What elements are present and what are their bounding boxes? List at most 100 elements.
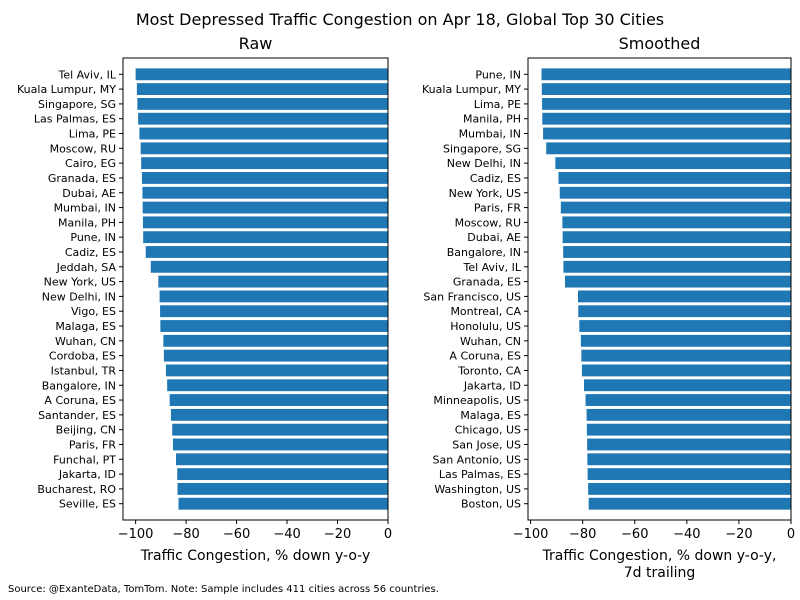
raw-xtick-label-2: −60 bbox=[223, 527, 250, 542]
smoothed-xlabel: Traffic Congestion, % down y-o-y, 7d trai… bbox=[542, 548, 777, 581]
smoothed-category-label-26: San Antonio, US bbox=[432, 453, 521, 466]
smoothed-xtick-label-1: −80 bbox=[569, 527, 596, 542]
raw-bar-8 bbox=[142, 186, 388, 199]
smoothed-bar-0 bbox=[541, 68, 791, 81]
smoothed-category-label-2: Lima, PE bbox=[474, 98, 521, 111]
raw-bar-26 bbox=[176, 453, 388, 466]
smoothed-category-label-22: Minneapolis, US bbox=[433, 394, 521, 407]
smoothed-bar-22 bbox=[585, 394, 791, 406]
raw-bar-20 bbox=[165, 364, 388, 377]
smoothed-bar-28 bbox=[588, 482, 791, 495]
raw-bar-11 bbox=[143, 231, 388, 244]
raw-bar-18 bbox=[163, 334, 388, 347]
smoothed-category-label-14: Granada, ES bbox=[453, 276, 521, 289]
raw-category-label-0: Tel Aviv, IL bbox=[58, 68, 117, 81]
smoothed-bar-24 bbox=[586, 423, 791, 436]
raw-category-label-7: Granada, ES bbox=[48, 172, 116, 185]
raw-category-label-24: Beijing, CN bbox=[56, 424, 116, 437]
raw-category-label-5: Moscow, RU bbox=[50, 142, 116, 155]
smoothed-category-label-13: Tel Aviv, IL bbox=[463, 261, 522, 274]
raw-bar-19 bbox=[163, 349, 388, 362]
smoothed-category-label-25: San Jose, US bbox=[452, 438, 521, 451]
raw-xtick-label-0: −100 bbox=[118, 527, 154, 542]
smoothed-category-label-7: Cadiz, ES bbox=[470, 172, 521, 185]
smoothed-bar-17 bbox=[579, 320, 791, 332]
raw-bar-22 bbox=[169, 394, 388, 406]
smoothed-xtick-label-0: −100 bbox=[513, 527, 549, 542]
raw-xlabel-line-0: Traffic Congestion, % down y-o-y bbox=[140, 548, 370, 564]
raw-category-label-22: A Coruna, ES bbox=[44, 394, 116, 407]
raw-category-label-23: Santander, ES bbox=[38, 409, 116, 422]
raw-bar-0 bbox=[135, 68, 388, 81]
raw-category-label-25: Paris, FR bbox=[69, 438, 117, 451]
raw-bar-9 bbox=[142, 201, 388, 214]
raw-bar-4 bbox=[139, 127, 388, 140]
smoothed-bar-9 bbox=[560, 201, 791, 214]
raw-category-label-8: Dubai, AE bbox=[62, 187, 116, 200]
smoothed-bar-4 bbox=[543, 127, 791, 140]
raw-category-label-20: Istanbul, TR bbox=[51, 364, 117, 377]
smoothed-bar-10 bbox=[562, 216, 791, 229]
smoothed-category-label-27: Las Palmas, ES bbox=[439, 468, 521, 481]
raw-category-label-11: Pune, IN bbox=[70, 231, 116, 244]
raw-bar-21 bbox=[167, 379, 388, 392]
smoothed-category-label-4: Mumbai, IN bbox=[459, 128, 521, 141]
raw-category-label-14: New York, US bbox=[44, 276, 116, 289]
smoothed-category-label-10: Moscow, RU bbox=[455, 216, 521, 229]
raw-category-label-15: New Delhi, IN bbox=[42, 290, 116, 303]
raw-category-label-27: Jakarta, ID bbox=[58, 468, 116, 481]
smoothed-bar-26 bbox=[587, 453, 791, 466]
raw-xtick-label-5: 0 bbox=[384, 527, 392, 542]
smoothed-bar-7 bbox=[558, 172, 791, 184]
raw-bar-2 bbox=[137, 97, 388, 110]
smoothed-axes-frame bbox=[527, 57, 792, 521]
smoothed-bar-25 bbox=[587, 438, 791, 451]
smoothed-xtick-label-3: −40 bbox=[673, 527, 700, 542]
raw-category-label-19: Cordoba, ES bbox=[49, 350, 116, 363]
smoothed-bar-5 bbox=[546, 142, 791, 155]
smoothed-category-label-18: Wuhan, CN bbox=[460, 335, 521, 348]
raw-category-label-16: Vigo, ES bbox=[71, 305, 116, 318]
smoothed-bar-27 bbox=[587, 468, 791, 481]
raw-category-label-13: Jeddah, SA bbox=[56, 261, 117, 274]
smoothed-xlabel-line-1: 7d trailing bbox=[624, 565, 696, 581]
smoothed-bar-16 bbox=[578, 305, 791, 318]
smoothed-bar-11 bbox=[562, 231, 791, 244]
raw-category-label-29: Seville, ES bbox=[59, 498, 116, 511]
smoothed-category-label-5: Singapore, SG bbox=[443, 142, 521, 155]
smoothed-category-label-15: San Francisco, US bbox=[423, 290, 521, 303]
raw-bar-15 bbox=[159, 290, 388, 303]
raw-bar-29 bbox=[178, 497, 388, 510]
smoothed-category-label-19: A Coruna, ES bbox=[449, 350, 521, 363]
raw-bar-12 bbox=[145, 246, 388, 258]
raw-xtick-label-3: −40 bbox=[273, 527, 300, 542]
raw-category-label-17: Malaga, ES bbox=[55, 320, 116, 333]
raw-category-label-1: Kuala Lumpur, MY bbox=[17, 83, 116, 96]
raw-category-label-10: Manila, PH bbox=[58, 216, 116, 229]
raw-category-label-2: Singapore, SG bbox=[38, 98, 116, 111]
raw-xlabel: Traffic Congestion, % down y-o-y bbox=[140, 548, 370, 564]
raw-bar-14 bbox=[158, 275, 388, 288]
smoothed-category-label-16: Montreal, CA bbox=[450, 305, 521, 318]
raw-bar-24 bbox=[172, 423, 388, 436]
smoothed-bar-8 bbox=[559, 186, 791, 199]
raw-category-label-21: Bangalore, IN bbox=[42, 379, 116, 392]
raw-bar-1 bbox=[136, 83, 388, 96]
smoothed-category-label-23: Malaga, ES bbox=[460, 409, 521, 422]
raw-category-label-18: Wuhan, CN bbox=[55, 335, 116, 348]
smoothed-xlabel-line-0: Traffic Congestion, % down y-o-y, bbox=[542, 548, 777, 564]
raw-axes-frame bbox=[122, 57, 389, 521]
smoothed-category-label-0: Pune, IN bbox=[475, 68, 521, 81]
raw-bar-23 bbox=[170, 408, 388, 421]
smoothed-bar-6 bbox=[555, 157, 791, 170]
smoothed-bar-23 bbox=[586, 408, 791, 421]
raw-subplot-title: Raw bbox=[239, 34, 273, 53]
raw-category-label-12: Cadiz, ES bbox=[65, 246, 116, 259]
smoothed-bar-14 bbox=[564, 275, 791, 288]
raw-bar-7 bbox=[141, 172, 388, 184]
smoothed-category-label-20: Toronto, CA bbox=[457, 364, 521, 377]
smoothed-xtick-label-2: −60 bbox=[621, 527, 648, 542]
smoothed-bar-20 bbox=[581, 364, 791, 377]
